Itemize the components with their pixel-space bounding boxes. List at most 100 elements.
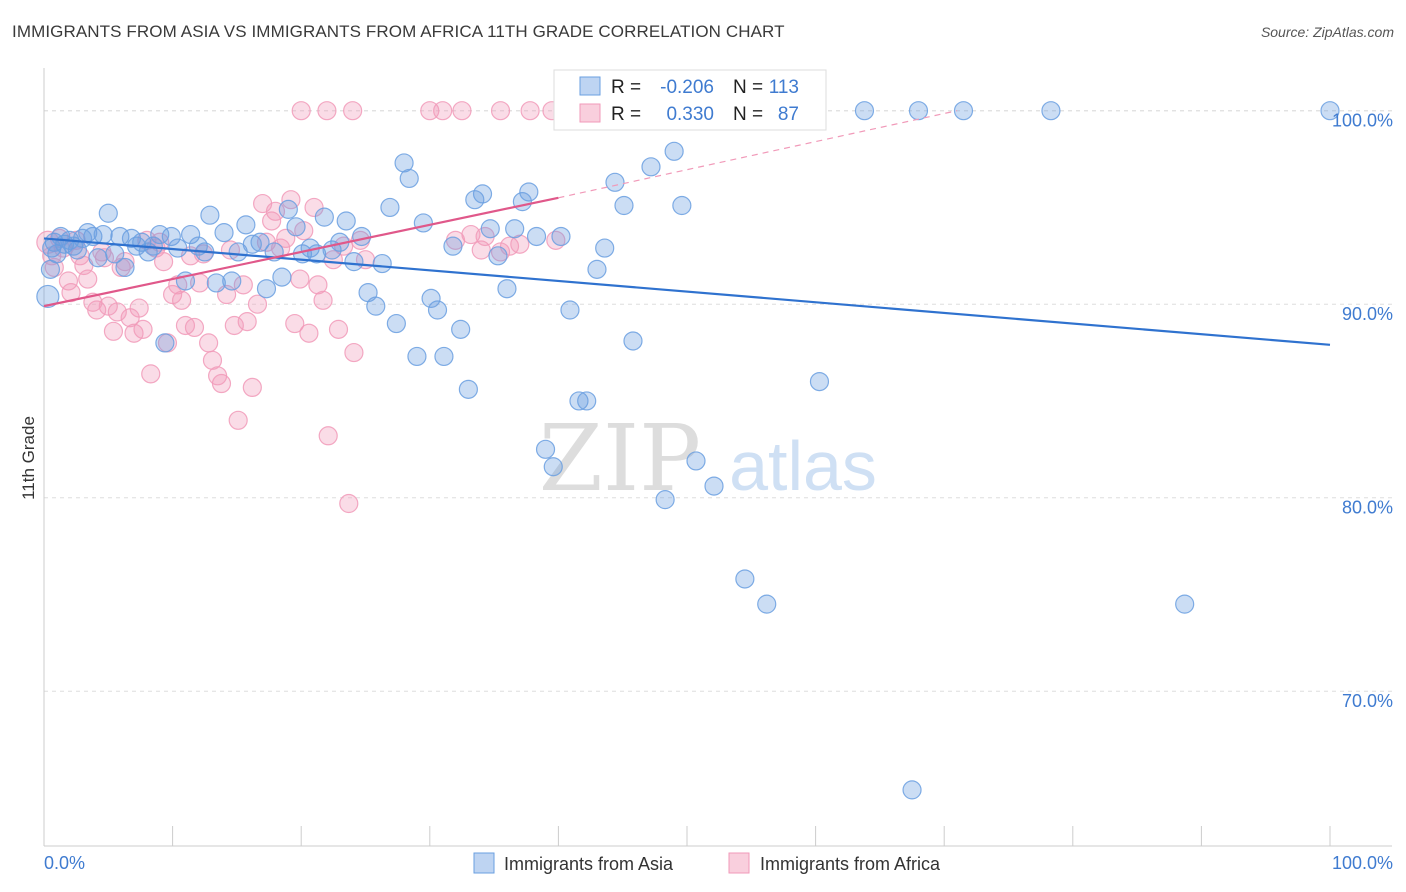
africa-point [211,373,232,394]
asia-point [472,184,493,204]
africa-point [318,426,338,446]
asia-point [809,372,830,392]
africa-point [328,319,349,339]
africa-point [233,275,253,295]
asia-point [672,195,692,216]
africa-point [133,319,153,339]
stats-africa-n-label: N = [733,104,763,125]
asia-point [372,253,392,274]
asia-point [336,211,356,231]
stats-asia-r-value: -0.206 [660,77,714,98]
africa-point [520,101,540,121]
asia-point [614,195,634,216]
africa-point [237,312,257,332]
asia-point [587,259,607,279]
asia-point [451,319,471,339]
asia-point [605,172,625,192]
watermark-zip: ZIP [539,405,701,512]
y-tick-label: 100.0% [1332,111,1393,131]
africa-point [262,211,282,231]
x-tick-label-start: 0.0% [44,853,85,873]
stats-legend-box: R = -0.206 N = 113 R = 0.330 N = 87 [553,69,827,131]
africa-point [323,250,343,270]
asia-point [902,780,922,800]
asia-point [543,457,563,477]
asia-point [569,391,589,411]
africa-point [291,101,311,121]
africa-point [153,252,174,272]
stats-asia-n-value: 113 [769,77,799,98]
asia-point [443,236,463,256]
legend-africa-swatch [728,852,750,874]
stats-asia-swatch [579,76,601,96]
africa-point [343,101,363,121]
africa-trend-line [43,196,559,308]
africa-point [78,269,98,289]
chart-legend: Immigrants from Asia Immigrants from Afr… [473,852,941,874]
asia-point [560,300,580,320]
stats-africa-n-value: 87 [778,104,799,125]
asia-point [399,168,419,189]
asia-point [407,346,427,367]
asia-point [735,569,755,589]
asia-point [352,226,372,247]
asia-point [200,205,220,225]
y-tick-label: 70.0% [1342,691,1393,711]
y-axis-label: 11th Grade [19,416,38,500]
asia-point [214,223,234,243]
africa-trend-extension [558,110,958,199]
asia-point [380,197,400,218]
trend-lines [43,110,1331,346]
africa-point [313,290,333,310]
asia-point [434,346,454,367]
asia-point [278,199,298,219]
africa-point [308,275,328,295]
africa-point [202,350,223,370]
asia-point [854,101,875,121]
asia-point [394,153,414,173]
africa-point [256,232,277,252]
asia-point [286,217,306,237]
chart-title: IMMIGRANTS FROM ASIA VS IMMIGRANTS FROM … [12,22,785,41]
africa-point [184,317,205,338]
africa-point [299,323,319,343]
asia-point [577,391,597,411]
asia-point [222,271,242,291]
asia-point [465,190,485,210]
x-tick-labels: 0.0% 100.0% [44,853,1393,873]
asia-trend-line [43,237,1331,346]
asia-point [686,451,706,471]
asia-point [480,219,500,239]
asia-point [595,238,615,258]
watermark-atlas: atlas [729,427,877,505]
africa-point [490,101,511,121]
series-africa-points [36,101,566,514]
asia-point [505,219,525,239]
asia-point [115,257,135,278]
asia-point [641,157,661,177]
watermark: ZIP atlas [539,405,877,512]
asia-point [256,279,277,299]
asia-point [98,203,118,223]
africa-point [172,290,192,310]
series-asia-points [36,101,1340,800]
africa-point [199,333,219,353]
asia-point [36,284,60,309]
asia-point [551,226,571,247]
asia-point [344,252,364,272]
asia-point [242,234,262,254]
asia-point [386,313,406,334]
stats-africa-r-value: 0.330 [666,104,714,125]
asia-point [314,207,334,227]
africa-point [228,410,248,430]
africa-point [242,377,262,398]
africa-point [103,321,124,341]
y-tick-label: 90.0% [1342,304,1393,324]
africa-point [546,230,566,250]
axes [43,68,1392,847]
africa-point [129,298,149,318]
asia-point [535,439,556,459]
asia-point [655,490,675,510]
asia-point [155,333,175,353]
